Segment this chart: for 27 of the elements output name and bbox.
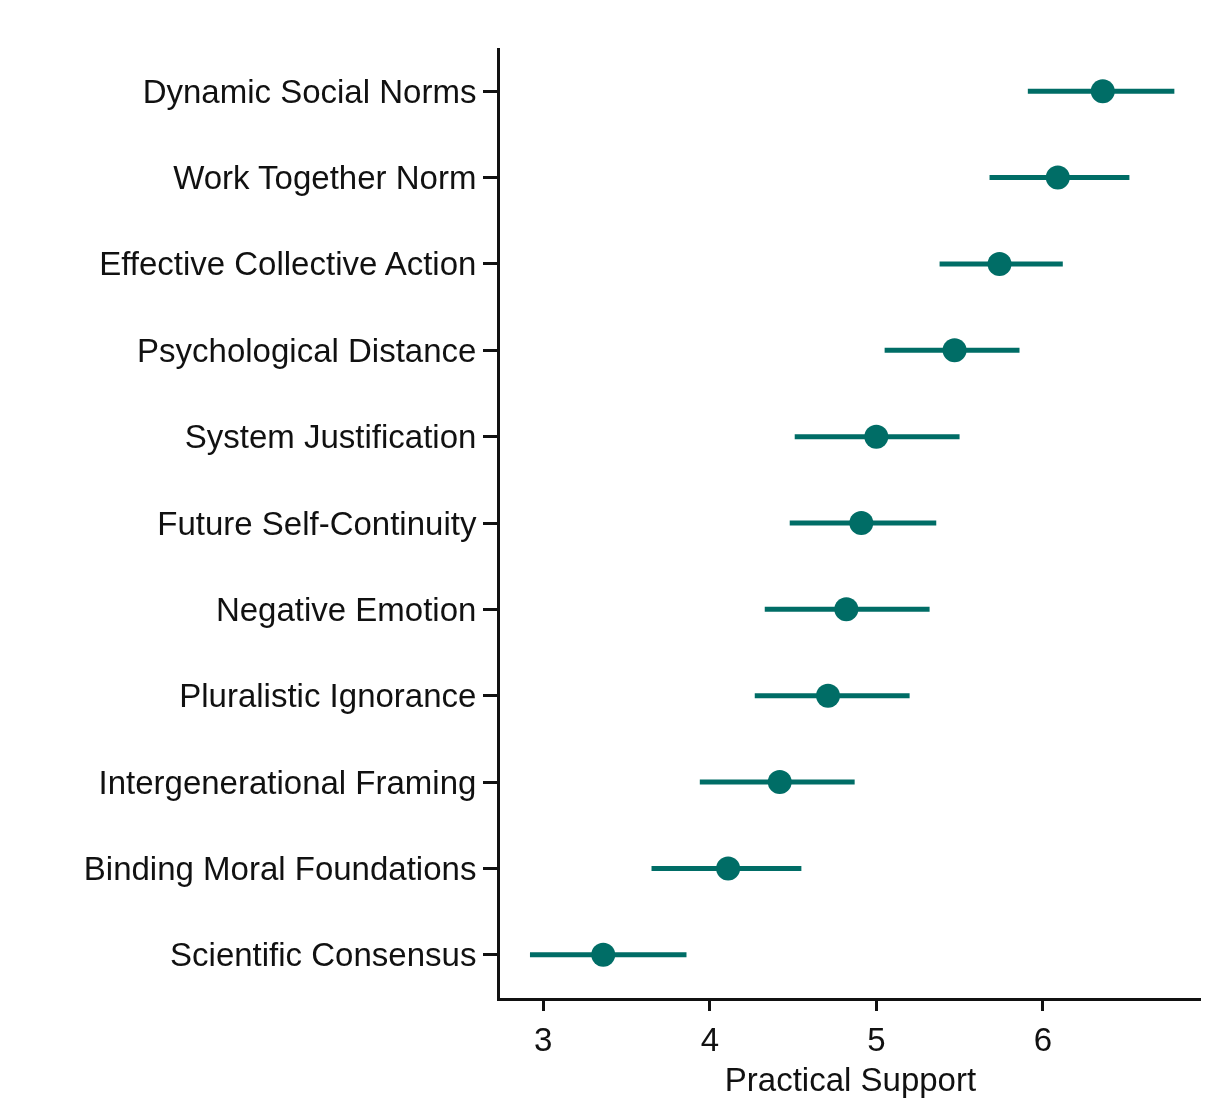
y-tick-label: Binding Moral Foundations: [83, 850, 477, 887]
point: [834, 597, 859, 622]
point: [1045, 165, 1070, 190]
y-tick-label: Work Together Norm: [173, 159, 477, 197]
y-tick-label: Future Self-Continuity: [157, 504, 477, 542]
y-tick-label: Negative Emotion: [215, 590, 477, 628]
point: [987, 251, 1012, 276]
x-tick-label: 3: [534, 1020, 553, 1058]
point: [864, 424, 889, 449]
y-tick-label: Dynamic Social Norms: [142, 72, 477, 110]
point: [816, 683, 841, 708]
x-tick-label: 4: [700, 1020, 719, 1058]
x-tick-label: 6: [1033, 1020, 1052, 1058]
y-tick-label: Effective Collective Action: [99, 245, 477, 283]
point: [716, 856, 741, 881]
y-tick-label: Intergenerational Framing: [98, 763, 477, 801]
point: [1090, 79, 1115, 104]
y-tick-label: System Justification: [184, 418, 477, 456]
point: [591, 942, 616, 967]
x-tick-label: 5: [867, 1020, 886, 1058]
y-tick-label: Scientific Consensus: [170, 936, 477, 974]
point: [849, 511, 874, 535]
x-axis-title: Practical Support: [724, 1061, 977, 1099]
y-tick-label: Psychological Distance: [137, 331, 477, 369]
point: [767, 770, 792, 795]
point: [942, 338, 967, 363]
y-tick-label: Pluralistic Ignorance: [179, 677, 477, 715]
